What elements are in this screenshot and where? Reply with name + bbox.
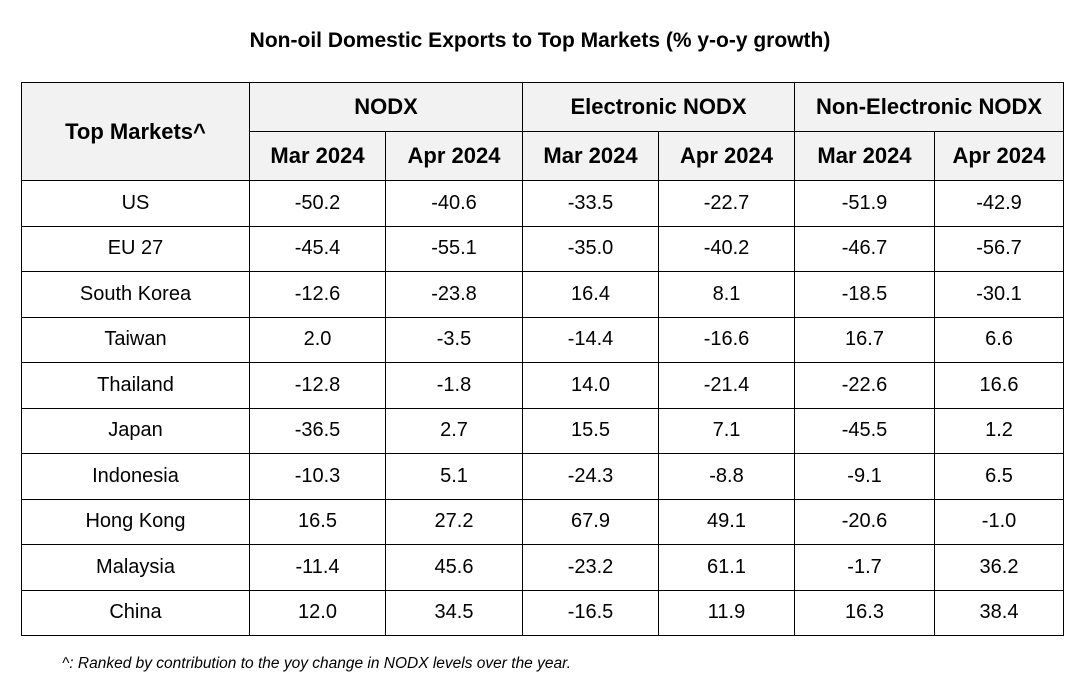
- value-cell: 2.7: [385, 407, 523, 454]
- value-cell: -23.8: [385, 271, 523, 318]
- value-cell: -35.0: [522, 225, 659, 272]
- value-cell: 16.5: [249, 498, 386, 545]
- value-cell: 16.3: [794, 589, 936, 636]
- group-header-electronic-nodx: Electronic NODX: [521, 82, 796, 132]
- value-cell: 67.9: [522, 498, 659, 545]
- market-name: China: [21, 589, 250, 636]
- value-cell: 11.9: [657, 589, 796, 636]
- value-cell: -1.0: [934, 498, 1065, 545]
- value-cell: 45.6: [385, 544, 523, 591]
- top-markets-header: Top Markets^: [21, 82, 250, 181]
- table-row: China 12.0 34.5 -16.5 11.9 16.3 38.4: [21, 589, 1065, 636]
- value-cell: 14.0: [522, 362, 659, 409]
- period-header: Mar 2024: [794, 131, 936, 181]
- value-cell: 16.6: [934, 362, 1065, 409]
- table-row: Thailand -12.8 -1.8 14.0 -21.4 -22.6 16.…: [21, 362, 1065, 409]
- value-cell: 6.6: [934, 316, 1065, 363]
- period-header: Mar 2024: [522, 131, 659, 181]
- table-row: US -50.2 -40.6 -33.5 -22.7 -51.9 -42.9: [21, 180, 1065, 227]
- period-header-row: Mar 2024 Apr 2024 Mar 2024 Apr 2024 Mar …: [22, 131, 1065, 181]
- value-cell: -45.4: [249, 225, 386, 272]
- value-cell: 5.1: [385, 453, 523, 500]
- value-cell: -46.7: [794, 225, 936, 272]
- table-row: Japan -36.5 2.7 15.5 7.1 -45.5 1.2: [21, 407, 1065, 454]
- value-cell: -22.6: [794, 362, 936, 409]
- value-cell: -12.6: [249, 271, 386, 318]
- value-cell: 16.4: [522, 271, 659, 318]
- table-title: Non-oil Domestic Exports to Top Markets …: [249, 29, 831, 52]
- value-cell: 2.0: [249, 316, 386, 363]
- value-cell: -14.4: [522, 316, 659, 363]
- value-cell: -55.1: [385, 225, 523, 272]
- value-cell: 6.5: [934, 453, 1065, 500]
- table-row: Taiwan 2.0 -3.5 -14.4 -16.6 16.7 6.6: [21, 316, 1065, 363]
- group-header-row: Top Markets^ NODX Electronic NODX Non-El…: [21, 82, 1065, 181]
- market-name: Hong Kong: [21, 498, 250, 545]
- market-name: Malaysia: [21, 544, 250, 591]
- table-row: Indonesia -10.3 5.1 -24.3 -8.8 -9.1 6.5: [21, 453, 1065, 500]
- value-cell: -18.5: [794, 271, 936, 318]
- value-cell: -16.6: [657, 316, 796, 363]
- value-cell: -45.5: [794, 407, 936, 454]
- value-cell: -24.3: [522, 453, 659, 500]
- nodx-table: Top Markets^ NODX Electronic NODX Non-El…: [21, 82, 1065, 636]
- period-header: Mar 2024: [249, 131, 386, 181]
- period-header: Apr 2024: [385, 131, 523, 181]
- value-cell: -42.9: [934, 180, 1065, 227]
- value-cell: 61.1: [657, 544, 796, 591]
- value-cell: -10.3: [249, 453, 386, 500]
- value-cell: -33.5: [522, 180, 659, 227]
- value-cell: 7.1: [657, 407, 796, 454]
- value-cell: 16.7: [794, 316, 936, 363]
- table-row: Hong Kong 16.5 27.2 67.9 49.1 -20.6 -1.0: [21, 498, 1065, 545]
- table-row: Malaysia -11.4 45.6 -23.2 61.1 -1.7 36.2: [21, 544, 1065, 591]
- value-cell: -51.9: [794, 180, 936, 227]
- value-cell: -40.6: [385, 180, 523, 227]
- period-header: Apr 2024: [657, 131, 796, 181]
- value-cell: -11.4: [249, 544, 386, 591]
- value-cell: -20.6: [794, 498, 936, 545]
- footnote: ^: Ranked by contribution to the yoy cha…: [62, 655, 571, 672]
- market-name: US: [21, 180, 250, 227]
- table-row: South Korea -12.6 -23.8 16.4 8.1 -18.5 -…: [21, 271, 1065, 318]
- value-cell: -1.8: [385, 362, 523, 409]
- table-row: EU 27 -45.4 -55.1 -35.0 -40.2 -46.7 -56.…: [21, 225, 1065, 272]
- value-cell: 49.1: [657, 498, 796, 545]
- value-cell: -30.1: [934, 271, 1065, 318]
- value-cell: -8.8: [657, 453, 796, 500]
- value-cell: -22.7: [657, 180, 796, 227]
- value-cell: -23.2: [522, 544, 659, 591]
- market-name: Taiwan: [21, 316, 250, 363]
- value-cell: 34.5: [385, 589, 523, 636]
- value-cell: 1.2: [934, 407, 1065, 454]
- value-cell: -1.7: [794, 544, 936, 591]
- group-header-nodx: NODX: [249, 82, 523, 132]
- value-cell: -50.2: [249, 180, 386, 227]
- value-cell: -56.7: [934, 225, 1065, 272]
- value-cell: 38.4: [934, 589, 1065, 636]
- market-name: South Korea: [21, 271, 250, 318]
- period-header: Apr 2024: [934, 131, 1065, 181]
- market-name: Japan: [21, 407, 250, 454]
- value-cell: -9.1: [794, 453, 936, 500]
- value-cell: -3.5: [385, 316, 523, 363]
- market-name: Indonesia: [21, 453, 250, 500]
- value-cell: -16.5: [522, 589, 659, 636]
- value-cell: -36.5: [249, 407, 386, 454]
- value-cell: 12.0: [249, 589, 386, 636]
- value-cell: -21.4: [657, 362, 796, 409]
- market-name: Thailand: [21, 362, 250, 409]
- value-cell: 27.2: [385, 498, 523, 545]
- value-cell: -12.8: [249, 362, 386, 409]
- value-cell: 8.1: [657, 271, 796, 318]
- value-cell: 36.2: [934, 544, 1065, 591]
- group-header-non-electronic-nodx: Non-Electronic NODX: [794, 82, 1065, 132]
- value-cell: 15.5: [522, 407, 659, 454]
- value-cell: -40.2: [657, 225, 796, 272]
- market-name: EU 27: [21, 225, 250, 272]
